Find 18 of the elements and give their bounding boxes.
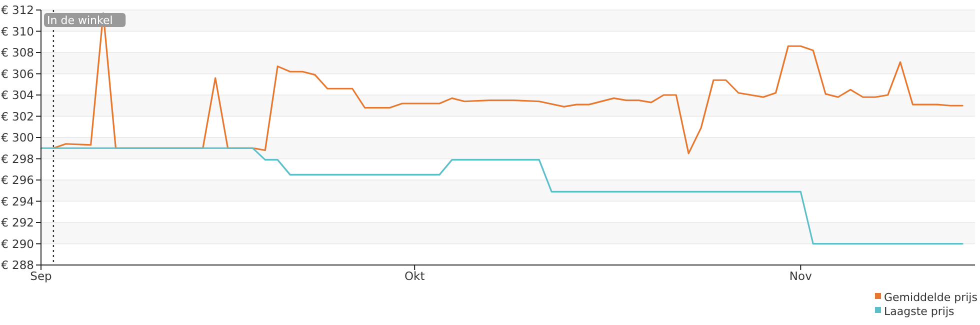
y-tick-label: € 290 (1, 236, 34, 251)
y-tick-label: € 292 (1, 216, 34, 230)
line-series (40, 147, 964, 245)
y-tick-label: € 302 (1, 109, 34, 124)
ref-line-label: In de winkel (47, 14, 113, 27)
legend-label: Laagste prijs (884, 304, 955, 318)
legend-label: Gemiddelde prijs (884, 290, 978, 304)
x-tick-label: Nov (789, 269, 812, 283)
y-tick-label: € 294 (1, 194, 34, 208)
y-tick-label: € 300 (1, 130, 34, 145)
y-tick-label: € 296 (1, 173, 34, 188)
y-tick-label: € 298 (1, 152, 34, 166)
y-tick-label: € 306 (1, 66, 34, 81)
y-tick-label: € 310 (1, 24, 34, 38)
y-tick-label: € 312 (1, 3, 34, 18)
y-tick-label: € 304 (1, 88, 34, 102)
y-tick-label: € 308 (1, 46, 34, 60)
x-tick-label: Okt (404, 269, 426, 283)
